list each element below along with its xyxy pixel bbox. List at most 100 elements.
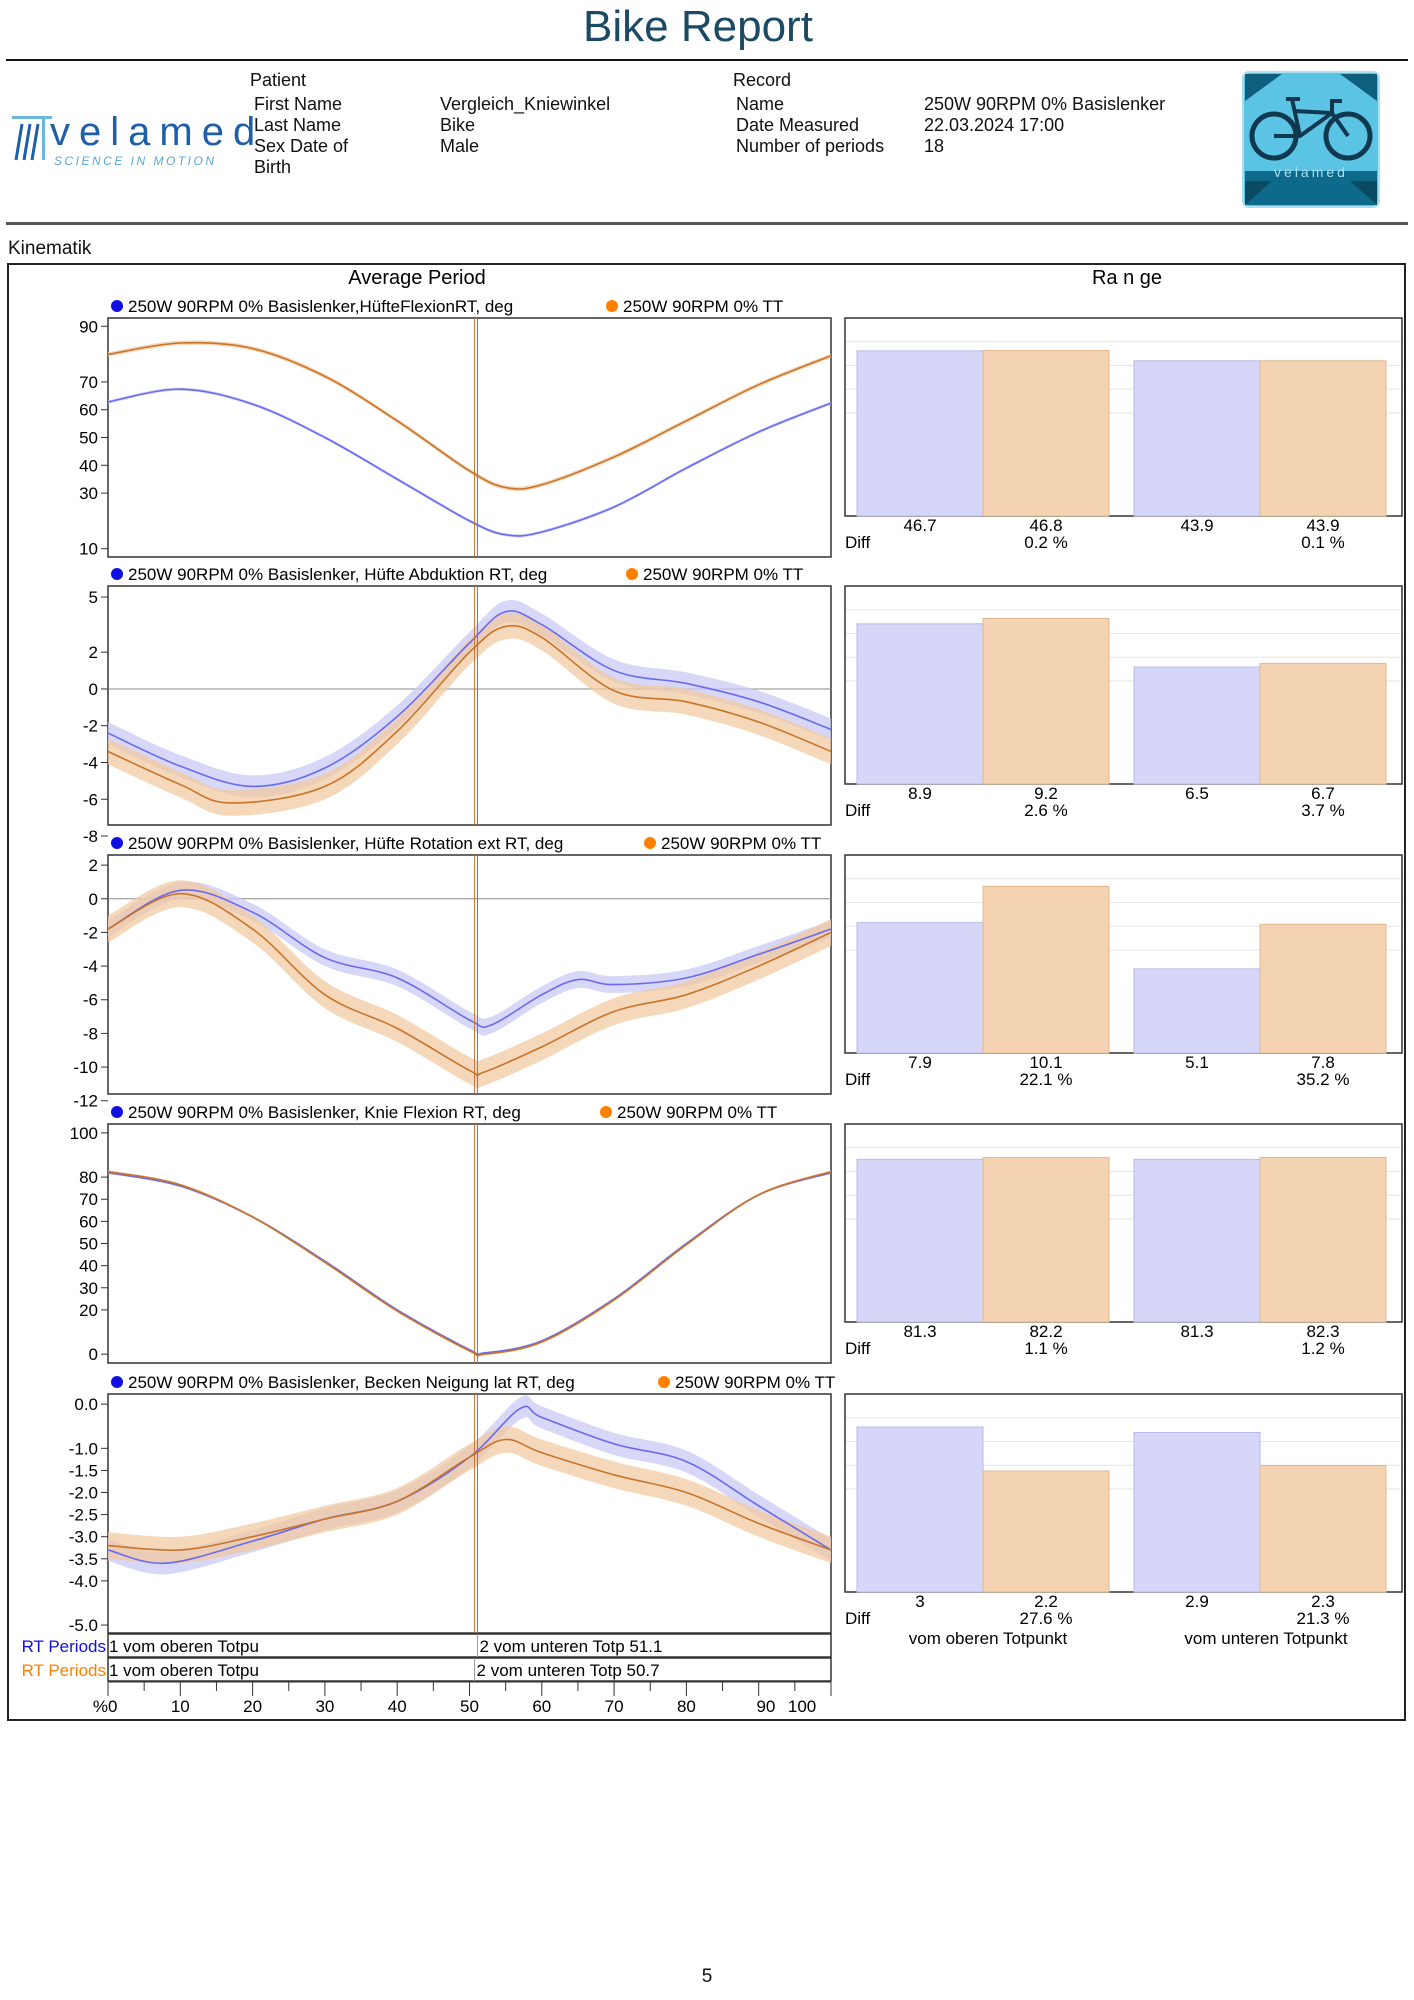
period-row: [107, 1633, 832, 1658]
period-first: 1 vom oberen Totpu: [109, 1661, 259, 1680]
legend-label-series2: 250W 90RPM 0% TT: [623, 297, 783, 316]
y-tick-label: -1.0: [69, 1439, 98, 1458]
range-bar: [982, 617, 1110, 785]
average-period-title: Average Period: [348, 267, 486, 289]
legend-marker-series1: [111, 568, 123, 580]
range-bar: [1133, 1432, 1261, 1593]
range-category-1: vom oberen Totpunkt: [909, 1629, 1068, 1648]
x-tick-label: 100: [788, 1697, 816, 1716]
record-heading: Record: [733, 70, 792, 90]
patient-heading: Patient: [250, 70, 307, 90]
chart-3: 250W 90RPM 0% Basislenker, Hüfte Rotatio…: [73, 834, 1403, 1111]
chart-2: 250W 90RPM 0% Basislenker, Hüfte Abdukti…: [83, 565, 1403, 846]
y-tick-label: 0: [89, 1345, 98, 1364]
range-diff-1: 2.6 %: [1024, 801, 1067, 820]
series-line-2: [107, 341, 832, 490]
header-divider: [6, 59, 1408, 61]
y-tick-label: 0: [89, 890, 98, 909]
plot-area: [107, 1123, 832, 1364]
range-diff-1: 27.6 %: [1020, 1609, 1073, 1628]
y-tick-label: -2: [83, 717, 98, 736]
y-tick-label: -2.0: [69, 1484, 98, 1503]
record-name-label: Name: [736, 94, 785, 114]
logo-tagline: SCIENCE IN MOTION: [54, 154, 217, 168]
record-name-value: 250W 90RPM 0% Basislenker: [924, 94, 1166, 114]
y-tick-label: -5.0: [69, 1616, 98, 1635]
range-value-label: 82.3: [1306, 1322, 1339, 1341]
y-tick-label: -8: [83, 827, 98, 846]
range-bar: [1259, 360, 1387, 517]
legend-label-series2: 250W 90RPM 0% TT: [617, 1103, 777, 1122]
range-value-label: 43.9: [1306, 516, 1339, 535]
series-line-2: [107, 624, 832, 804]
y-tick-label: -4.0: [69, 1572, 98, 1591]
legend-label-series1: 250W 90RPM 0% Basislenker, Hüfte Abdukti…: [128, 565, 547, 584]
y-tick-label: -4: [83, 957, 98, 976]
range-value-label: 82.2: [1029, 1322, 1062, 1341]
diff-label: Diff: [845, 1070, 870, 1089]
y-tick-label: 60: [79, 1212, 98, 1231]
series-line-1: [107, 889, 832, 1029]
legend-marker-series1: [111, 300, 123, 312]
page-title: Bike Report: [583, 2, 813, 51]
logo-word: velamed: [50, 110, 265, 154]
range-bar: [982, 1157, 1110, 1323]
record-date-label: Date Measured: [736, 115, 860, 135]
header-bottom-divider: [6, 222, 1408, 225]
y-tick-label: -12: [73, 1092, 98, 1111]
period-row: [107, 1657, 832, 1682]
legend-marker-series1: [111, 1106, 123, 1118]
range-value-label: 3: [915, 1592, 924, 1611]
series-line-1: [107, 1405, 832, 1565]
y-tick-label: 80: [79, 1168, 98, 1187]
page-number: 5: [701, 1966, 713, 1987]
y-tick-label: 40: [79, 456, 98, 475]
diff-label: Diff: [845, 801, 870, 820]
range-bar: [982, 350, 1110, 517]
x-axis-unit: %: [93, 1697, 108, 1716]
range-bar: [1133, 1158, 1261, 1323]
range-value-label: 7.8: [1311, 1053, 1335, 1072]
legend-marker-series2: [600, 1106, 612, 1118]
series-band-2: [108, 612, 831, 816]
x-tick-label: 90: [756, 1697, 775, 1716]
period-second: 2 vom unteren Totp 50.7: [477, 1661, 660, 1680]
y-tick-label: 90: [79, 317, 98, 336]
diff-label: Diff: [845, 533, 870, 552]
range-bar: [1259, 1465, 1387, 1593]
range-diff-2: 21.3 %: [1297, 1609, 1350, 1628]
range-bar: [1259, 1156, 1387, 1323]
chart-1: 250W 90RPM 0% Basislenker,HüfteFlexionRT…: [79, 297, 1403, 559]
x-tick-label: 70: [605, 1697, 624, 1716]
x-tick-label: 80: [677, 1697, 696, 1716]
y-tick-label: -3.0: [69, 1528, 98, 1547]
x-tick-label: 30: [315, 1697, 334, 1716]
range-diff-2: 3.7 %: [1301, 801, 1344, 820]
legend-label-series2: 250W 90RPM 0% TT: [661, 834, 821, 853]
patient-last-name-label: Last Name: [254, 115, 342, 135]
period-row-label: RT Periods: [22, 1661, 106, 1680]
y-tick-label: 30: [79, 1279, 98, 1298]
patient-sex-value: Male: [440, 136, 480, 156]
series-line-1: [107, 388, 832, 537]
range-bar: [856, 350, 984, 517]
period-second: 2 vom unteren Totp 51.1: [479, 1637, 662, 1656]
legend-label-series1: 250W 90RPM 0% Basislenker, Becken Neigun…: [128, 1373, 575, 1392]
range-diff-2: 1.2 %: [1301, 1339, 1344, 1358]
range-value-label: 8.9: [908, 784, 932, 803]
y-tick-label: -6: [83, 790, 98, 809]
range-bar: [1259, 923, 1387, 1054]
y-tick-label: -2.5: [69, 1506, 98, 1525]
legend-marker-series1: [111, 837, 123, 849]
y-tick-label: 100: [70, 1124, 98, 1143]
x-tick-label: 40: [388, 1697, 407, 1716]
legend-label-series1: 250W 90RPM 0% Basislenker, Hüfte Rotatio…: [128, 834, 563, 853]
diff-label: Diff: [845, 1609, 870, 1628]
range-bar: [1259, 662, 1387, 785]
bike-logo: velamed: [1242, 71, 1380, 208]
x-tick-label: 60: [532, 1697, 551, 1716]
bike-logo-word: velamed: [1274, 164, 1348, 180]
period-first: 1 vom oberen Totpu: [109, 1637, 259, 1656]
chart-4: 250W 90RPM 0% Basislenker, Knie Flexion …: [70, 1103, 1403, 1364]
